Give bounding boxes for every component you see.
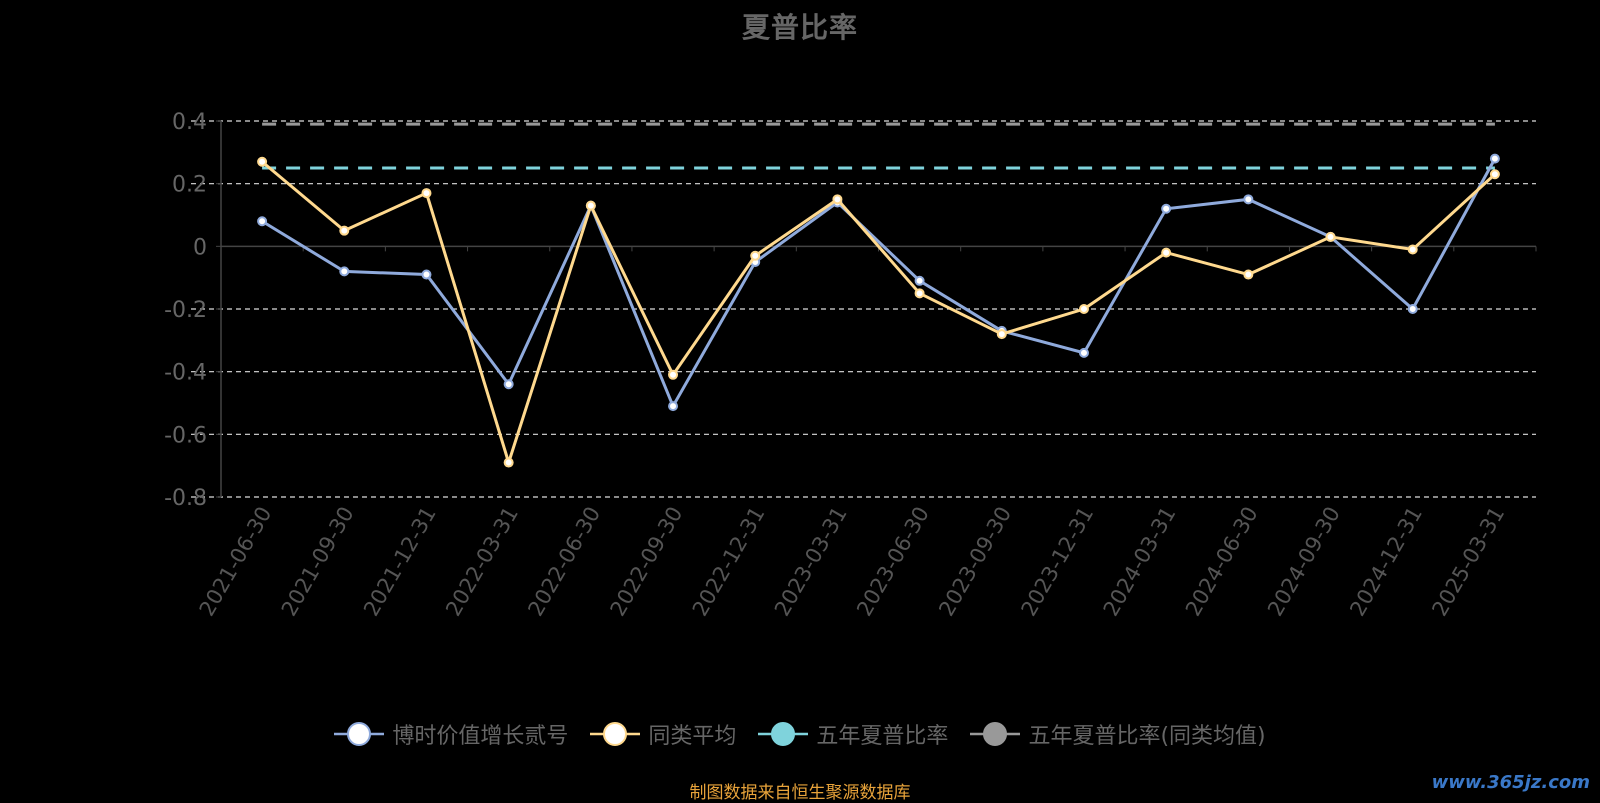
legend-marker-icon: [334, 722, 385, 746]
data-point: [1161, 247, 1172, 258]
data-point: [1407, 304, 1418, 314]
x-tick-label: 2022-06-30: [523, 503, 605, 621]
legend-label: 博时价值增长贰号: [392, 724, 569, 749]
data-source-note: 制图数据来自恒生聚源数据库: [689, 783, 911, 803]
series-line-fund: [261, 157, 1497, 410]
data-point: [339, 266, 350, 277]
data-point: [257, 216, 268, 227]
x-tick-label: 2025-03-31: [1427, 503, 1509, 621]
legend-label: 同类平均: [648, 724, 737, 749]
chart-title: 夏普比率: [741, 11, 858, 44]
y-tick-label: -0.4: [164, 361, 207, 386]
x-tick-label: 2022-12-31: [688, 503, 770, 621]
data-point: [668, 369, 679, 380]
x-tick-label: 2024-03-31: [1099, 503, 1181, 621]
data-point: [339, 225, 350, 236]
legend-marker-icon: [758, 722, 809, 746]
y-tick-label: 0.2: [172, 173, 207, 198]
data-point: [585, 200, 596, 211]
data-point: [503, 457, 514, 468]
data-point: [914, 275, 925, 286]
data-point: [257, 156, 268, 167]
x-tick-label: 2023-12-31: [1016, 503, 1098, 621]
legend-item[interactable]: 同类平均: [590, 718, 736, 750]
data-point: [1325, 231, 1336, 242]
series-layer: [257, 122, 1500, 468]
x-tick-label: 2024-06-30: [1181, 503, 1263, 621]
data-point: [421, 188, 432, 199]
y-tick-label: -0.2: [164, 298, 207, 323]
data-point: [1407, 244, 1418, 255]
series-line-peer-average: [261, 160, 1496, 468]
legend-marker-icon: [590, 722, 641, 746]
x-tick-label: 2024-09-30: [1263, 503, 1345, 621]
data-point: [1243, 194, 1254, 205]
x-tick-label: 2021-12-31: [359, 503, 441, 621]
y-tick-label: 0.4: [172, 110, 207, 135]
data-point: [914, 288, 925, 299]
y-tick-label: 0: [193, 235, 207, 260]
x-tick-label: 2021-09-30: [277, 503, 359, 621]
data-point: [1078, 347, 1089, 358]
y-tick-label: -0.6: [164, 423, 207, 448]
data-point: [1243, 269, 1254, 280]
legend-item[interactable]: 博时价值增长贰号: [334, 718, 568, 750]
data-point: [832, 194, 843, 205]
legend-marker-icon: [970, 722, 1021, 746]
legend-item[interactable]: 五年夏普比率(同类均值): [970, 718, 1266, 750]
site-watermark: www.365jz.com: [1431, 772, 1590, 793]
legend-item[interactable]: 五年夏普比率: [758, 718, 948, 750]
grid-layer: [191, 120, 1536, 498]
legend-label: 五年夏普比率: [816, 724, 949, 749]
x-tick-label: 2021-06-30: [195, 503, 277, 621]
x-tick-label: 2022-03-31: [441, 503, 523, 621]
legend: 博时价值增长贰号 同类平均 五年夏普比率 五年夏普比率(同类均值): [0, 718, 1600, 750]
x-tick-label: 2023-09-30: [934, 503, 1016, 621]
data-point: [1489, 169, 1500, 180]
data-point: [750, 250, 761, 261]
data-point: [996, 329, 1007, 340]
x-tick-label: 2023-06-30: [852, 503, 934, 621]
x-tick-label: 2024-12-31: [1345, 503, 1427, 621]
data-point: [668, 401, 679, 412]
x-tick-label: 2022-09-30: [606, 503, 688, 621]
data-point: [421, 269, 432, 280]
data-point: [1161, 203, 1172, 214]
x-tick-label: 2023-03-31: [770, 503, 852, 621]
data-point: [503, 379, 514, 390]
data-point: [1078, 304, 1089, 314]
data-point: [1489, 153, 1500, 164]
legend-label: 五年夏普比率(同类均值): [1028, 724, 1266, 749]
y-tick-label: -0.8: [164, 486, 207, 511]
